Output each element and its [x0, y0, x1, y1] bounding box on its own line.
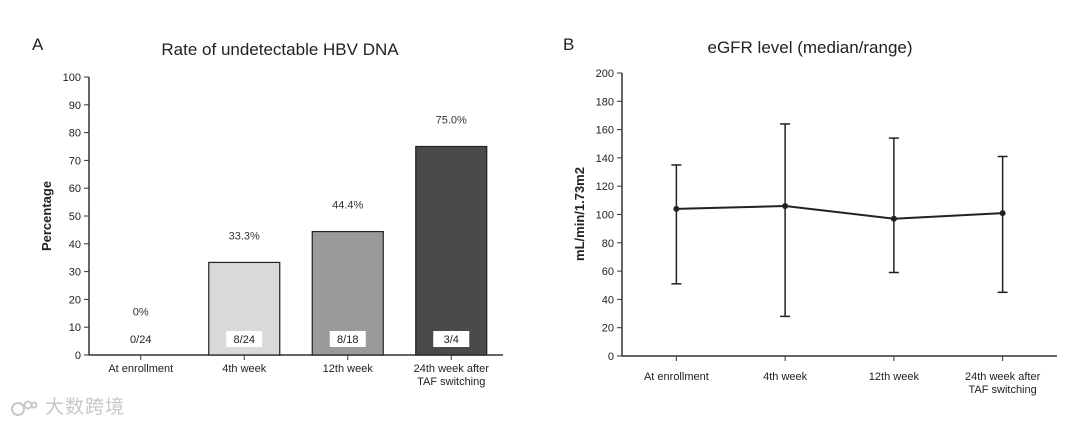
y-tick-label: 200: [596, 68, 614, 80]
y-tick-label: 160: [596, 125, 614, 137]
y-tick-label: 20: [69, 294, 81, 306]
y-tick-label: 20: [602, 323, 614, 335]
bar: [415, 145, 488, 356]
bar-count-label: 0/24: [130, 334, 151, 346]
y-tick-label: 60: [69, 183, 81, 195]
y-tick-label: 80: [602, 238, 614, 250]
x-tick-label: 12th week: [323, 363, 374, 375]
median-point: [782, 203, 789, 210]
y-tick-label: 140: [596, 153, 614, 165]
y-tick-label: 60: [602, 266, 614, 278]
watermark: 大数跨境: [10, 392, 125, 419]
x-tick-label: At enrollment: [108, 363, 173, 375]
panel-a-y-axis-label: Percentage: [39, 181, 54, 251]
x-tick-label: At enrollment: [644, 371, 709, 383]
x-tick-label: 24th week after: [414, 363, 490, 375]
bar-value-label: 0%: [133, 306, 149, 318]
x-tick-label: 4th week: [222, 363, 267, 375]
bar-count-label: 3/4: [444, 334, 459, 346]
x-tick-label: 4th week: [763, 371, 808, 383]
panel-b-y-axis-label: mL/min/1.73m2: [572, 167, 587, 261]
median-point: [999, 210, 1006, 217]
watermark-logo-icon: [11, 400, 38, 416]
y-tick-label: 100: [63, 72, 81, 84]
y-tick-label: 180: [596, 96, 614, 108]
bar-count-label: 8/24: [234, 334, 255, 346]
y-tick-label: 10: [69, 322, 81, 334]
y-tick-label: 120: [596, 181, 614, 193]
bar-value-label: 44.4%: [332, 200, 363, 212]
y-tick-label: 30: [69, 267, 81, 279]
count-label-box: [226, 331, 263, 347]
panel-a-title: Rate of undetectable HBV DNA: [161, 40, 399, 59]
median-point: [673, 205, 680, 212]
y-tick-label: 80: [69, 128, 81, 140]
y-tick-label: 70: [69, 155, 81, 167]
bar-count-label: 8/18: [337, 334, 358, 346]
x-tick-label: 12th week: [869, 371, 920, 383]
y-tick-label: 50: [69, 211, 81, 223]
x-tick-label: TAF switching: [968, 384, 1036, 396]
y-tick-label: 90: [69, 100, 81, 112]
x-tick-label: 24th week after: [965, 371, 1041, 383]
y-tick-label: 40: [69, 239, 81, 251]
y-tick-label: 0: [75, 350, 81, 362]
median-point: [890, 215, 897, 222]
panel-a: A Rate of undetectable HBV DNA Percentag…: [32, 35, 503, 388]
y-tick-label: 0: [608, 351, 614, 363]
panel-b: B eGFR level (median/range) mL/min/1.73m…: [563, 35, 1057, 396]
y-tick-label: 100: [596, 210, 614, 222]
watermark-text: 大数跨境: [45, 396, 126, 418]
x-tick-label: TAF switching: [417, 376, 485, 388]
panel-a-letter: A: [32, 35, 44, 54]
count-label-box: [433, 331, 470, 347]
bar-value-label: 33.3%: [229, 230, 260, 242]
bar-value-label: 75.0%: [436, 115, 467, 127]
y-tick-label: 40: [602, 294, 614, 306]
median-line: [676, 205, 1003, 220]
count-label-box: [329, 331, 366, 347]
panel-b-title: eGFR level (median/range): [707, 38, 912, 57]
panel-b-letter: B: [563, 35, 574, 54]
